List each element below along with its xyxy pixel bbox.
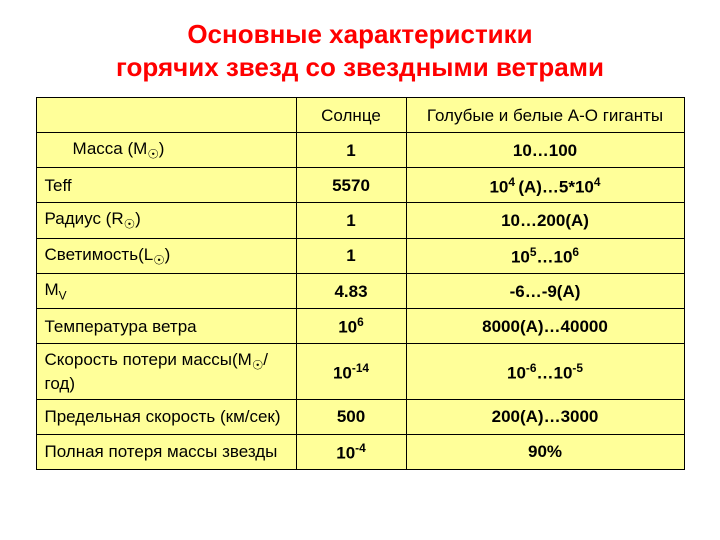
- table-row: Предельная скорость (км/сек)500200(А)…30…: [36, 399, 684, 434]
- cell-param: Полная потеря массы звезды: [36, 434, 296, 469]
- slide: Основные характеристики горячих звезд со…: [0, 0, 720, 540]
- cell-giants: 104 (A)…5*104: [406, 168, 684, 203]
- cell-param: Скорость потери массы(M☉/год): [36, 344, 296, 399]
- table-row: MV4.83-6…-9(А): [36, 274, 684, 309]
- characteristics-table: Солнце Голубые и белые А-О гиганты Масса…: [36, 97, 685, 470]
- table-header-row: Солнце Голубые и белые А-О гиганты: [36, 98, 684, 133]
- cell-param: Радиус (R☉): [36, 203, 296, 238]
- cell-giants: 10-6…10-5: [406, 344, 684, 399]
- table-row: Масса (M☉)110…100: [36, 133, 684, 168]
- table-row: Светимость(L☉)1105…106: [36, 238, 684, 273]
- header-sun: Солнце: [296, 98, 406, 133]
- cell-giants: 105…106: [406, 238, 684, 273]
- cell-sun: 1: [296, 133, 406, 168]
- cell-param: Масса (M☉): [36, 133, 296, 168]
- header-param: [36, 98, 296, 133]
- cell-giants: 10…100: [406, 133, 684, 168]
- cell-giants: 8000(А)…40000: [406, 309, 684, 344]
- cell-giants: 200(А)…3000: [406, 399, 684, 434]
- table-row: Полная потеря массы звезды10-490%: [36, 434, 684, 469]
- table-row: Teff5570104 (A)…5*104: [36, 168, 684, 203]
- table-body: Масса (M☉)110…100Teff5570104 (A)…5*104Ра…: [36, 133, 684, 470]
- cell-giants: -6…-9(А): [406, 274, 684, 309]
- cell-sun: 4.83: [296, 274, 406, 309]
- table-row: Скорость потери массы(M☉/год)10-1410-6…1…: [36, 344, 684, 399]
- cell-param: Светимость(L☉): [36, 238, 296, 273]
- cell-sun: 10-4: [296, 434, 406, 469]
- cell-giants: 10…200(А): [406, 203, 684, 238]
- slide-title: Основные характеристики горячих звезд со…: [20, 18, 700, 83]
- cell-param: Предельная скорость (км/сек): [36, 399, 296, 434]
- cell-param: Teff: [36, 168, 296, 203]
- header-giants: Голубые и белые А-О гиганты: [406, 98, 684, 133]
- cell-giants: 90%: [406, 434, 684, 469]
- table-row: Температура ветра1068000(А)…40000: [36, 309, 684, 344]
- title-line-1: Основные характеристики: [187, 19, 532, 49]
- cell-sun: 500: [296, 399, 406, 434]
- title-line-2: горячих звезд со звездными ветрами: [116, 52, 604, 82]
- cell-param: MV: [36, 274, 296, 309]
- cell-param: Температура ветра: [36, 309, 296, 344]
- cell-sun: 1: [296, 238, 406, 273]
- cell-sun: 10-14: [296, 344, 406, 399]
- cell-sun: 1: [296, 203, 406, 238]
- table-row: Радиус (R☉)110…200(А): [36, 203, 684, 238]
- cell-sun: 106: [296, 309, 406, 344]
- cell-sun: 5570: [296, 168, 406, 203]
